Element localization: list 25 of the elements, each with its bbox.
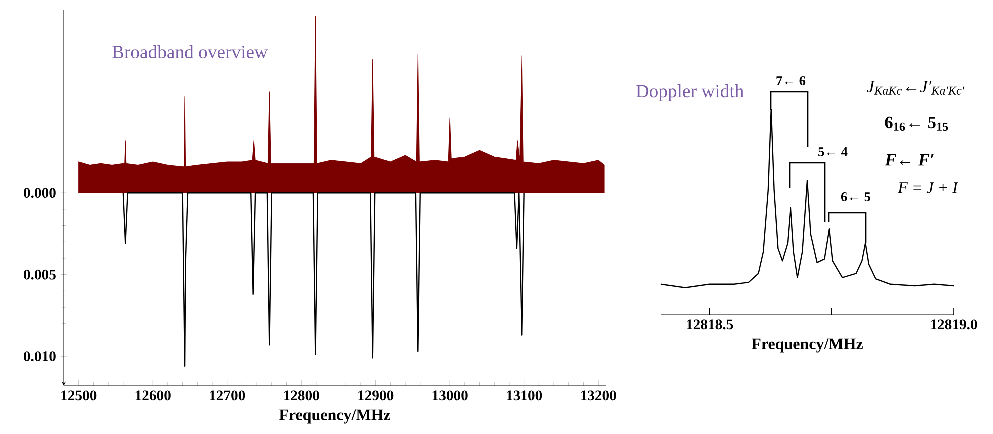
x-tick-label: 12800	[284, 390, 320, 401]
text: J$_{KaKc}$←J′$_{Ka′Kc′}$	[867, 81, 965, 95]
y-tick-label: 0.010	[24, 352, 56, 362]
x-tick-label: 12900	[358, 390, 394, 401]
y-tick-label: 0.000	[24, 188, 56, 198]
x-tick-label: 12600	[136, 390, 171, 401]
x-tick-label: 12819.0	[931, 320, 978, 330]
x-tick-label: 12818.5	[687, 320, 734, 330]
x-tick-label: 13100	[507, 390, 542, 401]
x-tick-label: 13200	[581, 390, 616, 401]
chart-title: Doppler width	[636, 84, 744, 102]
annotation: 6← 5	[841, 192, 871, 202]
text: Broadband overview	[112, 45, 268, 59]
annotation: 5← 4	[818, 148, 848, 156]
x-axis-title: Frequency/MHz	[279, 410, 391, 424]
y-tick-label: 0.005	[24, 270, 56, 280]
x-tick-label: 12500	[62, 390, 97, 401]
x-axis-title: Frequency/MHz	[752, 338, 864, 353]
annotation: F = J + I	[898, 182, 959, 194]
x-tick-label: 12700	[210, 390, 246, 401]
line-series	[122, 192, 525, 367]
text: 7← 6	[776, 76, 806, 86]
x-tick-label: 13000	[432, 390, 468, 401]
annotation: 6$_{16}$← 5$_{15}$	[885, 116, 948, 132]
annotation: F← F′	[885, 154, 934, 166]
